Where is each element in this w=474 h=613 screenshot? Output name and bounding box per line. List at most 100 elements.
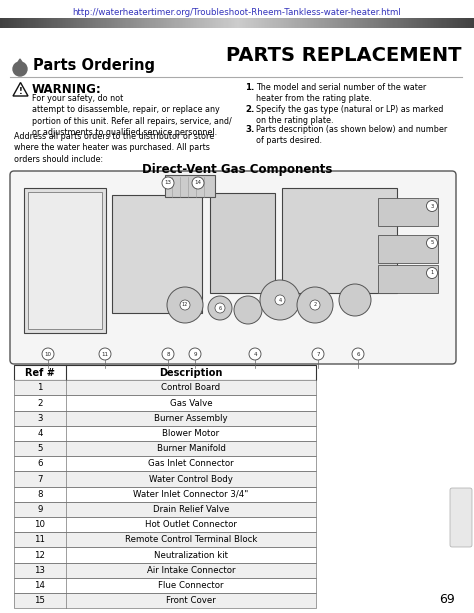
Bar [439,18,441,28]
Bar [118,18,120,28]
Bar [314,18,316,28]
Text: 6: 6 [356,351,360,357]
Bar [261,18,262,28]
FancyBboxPatch shape [450,488,472,547]
Bar [179,18,180,28]
Bar [449,18,450,28]
Bar [14,395,316,411]
Text: Front Cover: Front Cover [166,596,216,605]
Bar [0,18,1,28]
Bar [115,18,117,28]
Circle shape [234,296,262,324]
Bar [51,18,52,28]
Bar [272,18,273,28]
Text: 11: 11 [35,535,46,544]
Text: 9: 9 [37,505,43,514]
Bar [232,18,234,28]
Bar [14,502,316,517]
Text: Parts: Parts [456,505,465,530]
Text: 15: 15 [35,596,46,605]
Text: 2: 2 [313,302,317,308]
Bar [68,18,70,28]
Bar [385,18,387,28]
Bar [229,18,231,28]
Text: Burner Manifold: Burner Manifold [156,444,226,453]
Text: Description: Description [159,368,223,378]
Bar [438,18,439,28]
Bar [231,18,232,28]
Bar [204,18,205,28]
Bar [278,18,280,28]
Bar [267,18,269,28]
Bar [283,18,284,28]
Bar [87,18,89,28]
Bar [27,18,28,28]
Bar [47,18,49,28]
Bar [70,18,71,28]
Bar [212,18,213,28]
Bar [270,18,272,28]
Bar [30,18,32,28]
Bar [454,18,455,28]
Bar [122,18,123,28]
Bar [401,18,403,28]
Bar [14,563,316,578]
Bar [14,456,316,471]
Bar [14,441,316,456]
Bar [322,18,324,28]
Bar [427,18,428,28]
Bar [289,18,291,28]
Bar [281,18,283,28]
Text: 10: 10 [35,520,46,529]
Circle shape [310,300,320,310]
Bar [155,18,156,28]
Bar [403,18,404,28]
Bar [93,18,95,28]
Bar [14,517,316,532]
Bar [321,18,322,28]
Circle shape [427,237,438,248]
Bar [295,18,297,28]
Bar [63,18,65,28]
Bar [196,18,198,28]
Bar [265,18,267,28]
Bar [392,18,393,28]
Bar [343,18,345,28]
Text: 2: 2 [37,398,43,408]
Bar [441,18,442,28]
Circle shape [192,177,204,189]
Circle shape [427,267,438,278]
Text: Water Inlet Connector 3/4": Water Inlet Connector 3/4" [133,490,249,499]
Bar [393,18,395,28]
Text: The model and serial number of the water
heater from the rating plate.: The model and serial number of the water… [256,83,426,104]
Bar [463,18,465,28]
Bar [360,18,362,28]
Bar [183,18,185,28]
Bar [14,426,316,441]
Bar [46,18,47,28]
Bar [136,18,137,28]
Bar [430,18,431,28]
Bar [256,18,257,28]
Bar [347,18,349,28]
Bar [35,18,36,28]
Bar [199,18,201,28]
Bar [262,18,264,28]
Bar [33,18,35,28]
Bar [90,18,91,28]
Bar [218,18,219,28]
Bar [14,502,316,517]
Bar [330,18,332,28]
Bar [180,18,182,28]
Text: 7: 7 [316,351,320,357]
Bar [57,18,58,28]
Bar [14,380,316,395]
Bar [28,192,102,329]
Bar [123,18,125,28]
Bar [9,18,11,28]
Bar [282,188,397,293]
Bar [147,18,148,28]
Bar [127,18,128,28]
Bar [14,547,316,563]
Bar [177,18,179,28]
